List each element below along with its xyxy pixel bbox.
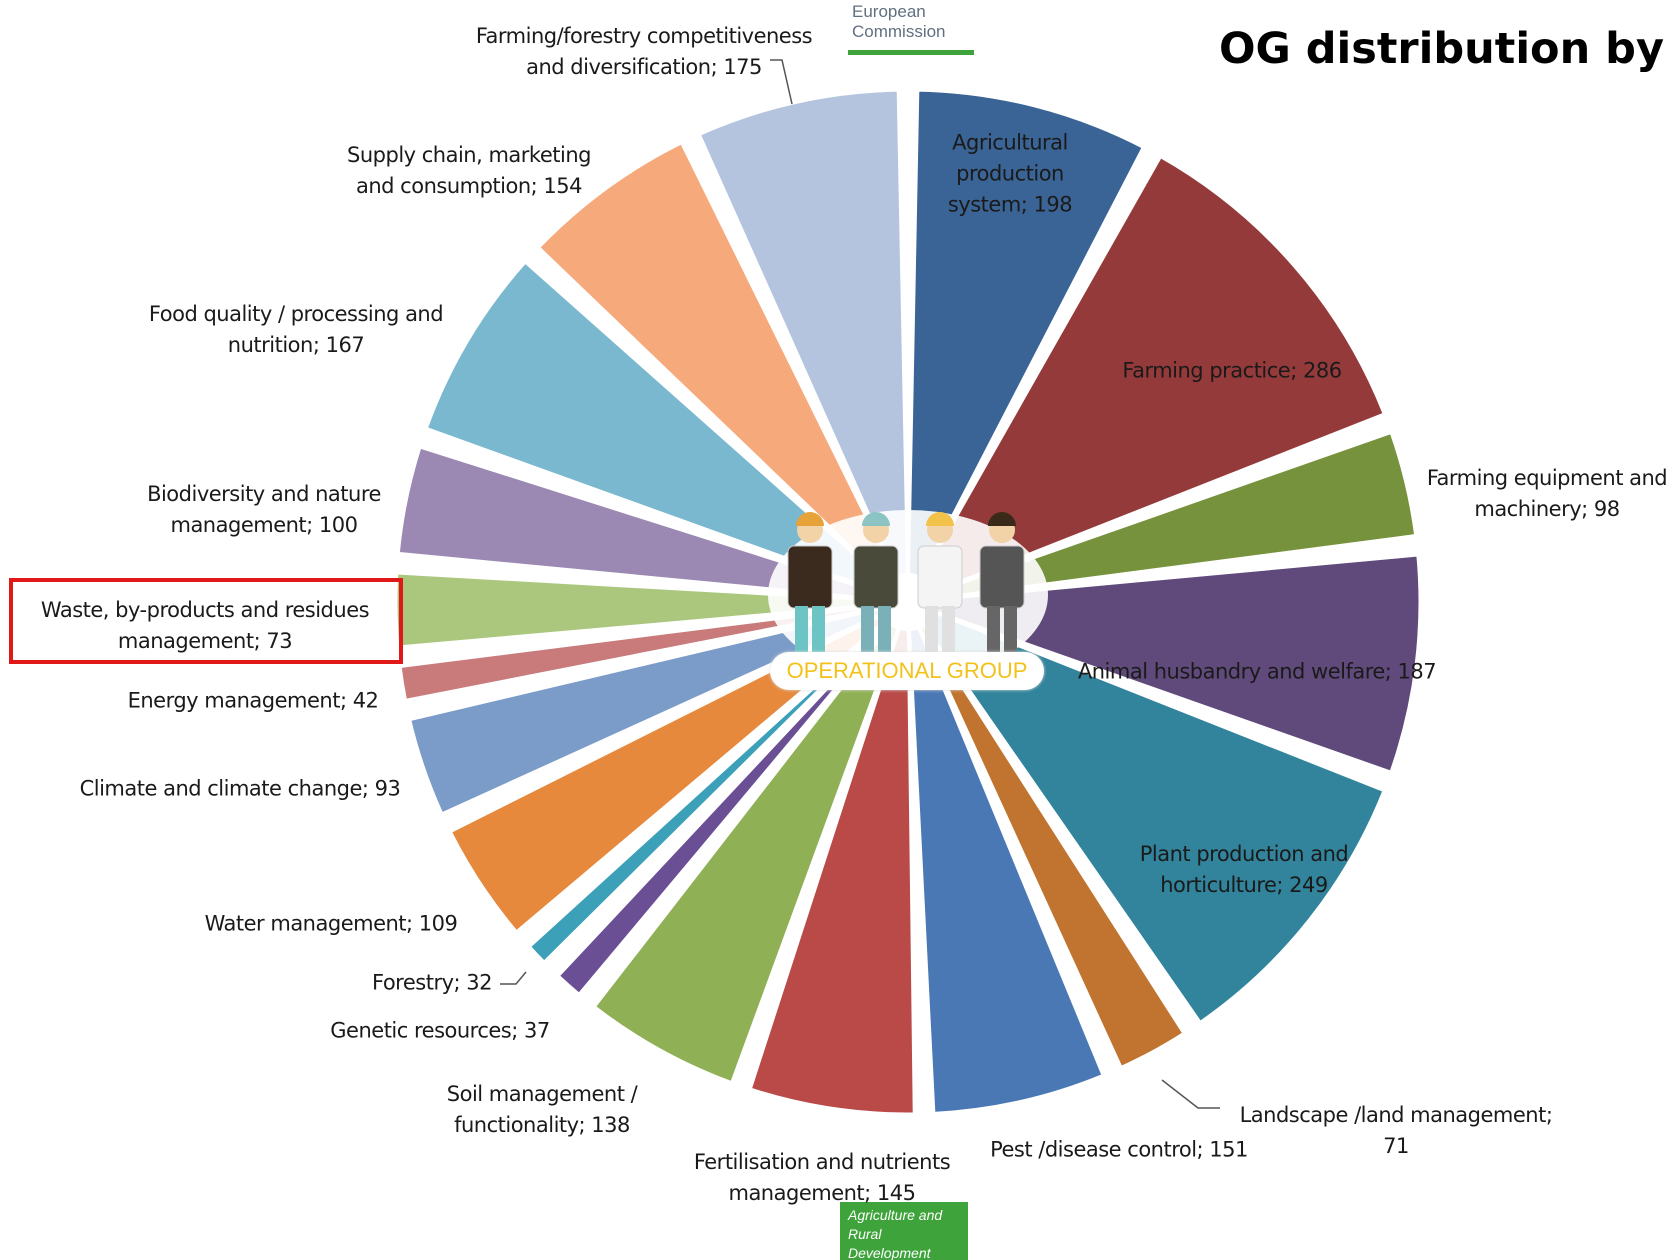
figure-part xyxy=(925,606,938,652)
slice-label: Food quality / processing and nutrition;… xyxy=(131,299,461,361)
figure-part xyxy=(1004,606,1017,652)
page: European Commission OG distribution by O… xyxy=(0,0,1676,1260)
figure-part xyxy=(918,546,962,608)
slice-label: Energy management; 42 xyxy=(103,686,403,717)
chart-title: OG distribution by xyxy=(1219,24,1664,74)
figure-part xyxy=(861,606,874,652)
figure-part xyxy=(980,546,1024,608)
slice-label: Plant production and horticulture; 249 xyxy=(1114,839,1374,901)
logo-text: Agriculture and Rural Development xyxy=(840,1202,968,1260)
logo-bar xyxy=(848,50,974,55)
slice-label: Animal husbandry and welfare; 187 xyxy=(1077,657,1437,688)
slice-label: Farming/forestry competitiveness and div… xyxy=(454,21,834,83)
slice-label: Fertilisation and nutrients management; … xyxy=(672,1147,972,1209)
slice-label: Waste, by-products and residues manageme… xyxy=(20,595,390,657)
slice-label: Agricultural production system; 198 xyxy=(930,128,1090,221)
center-label: OPERATIONAL GROUP xyxy=(770,652,1044,690)
slice-label: Biodiversity and nature management; 100 xyxy=(129,479,399,541)
leader-line xyxy=(1162,1080,1220,1108)
figure-part xyxy=(812,606,825,652)
slice-label: Supply chain, marketing and consumption;… xyxy=(329,140,609,202)
slice-label: Genetic resources; 37 xyxy=(290,1016,590,1047)
slice-label: Farming equipment and machinery; 98 xyxy=(1412,463,1676,525)
figure-part xyxy=(795,606,808,652)
figure-part xyxy=(878,606,891,652)
slice-label: Climate and climate change; 93 xyxy=(60,774,420,805)
figure-part xyxy=(942,606,955,652)
figure-part xyxy=(987,606,1000,652)
logo-text: European Commission xyxy=(852,2,962,42)
figure-part xyxy=(788,546,832,608)
slice-label: Landscape /land management; 71 xyxy=(1226,1100,1566,1162)
slice-label: Water management; 109 xyxy=(181,909,481,940)
slice-label: Pest /disease control; 151 xyxy=(969,1135,1269,1166)
slice-label: Soil management / functionality; 138 xyxy=(427,1079,657,1141)
figure-part xyxy=(854,546,898,608)
slice-label: Forestry; 32 xyxy=(332,968,532,999)
slice-label: Farming practice; 286 xyxy=(1102,356,1362,387)
